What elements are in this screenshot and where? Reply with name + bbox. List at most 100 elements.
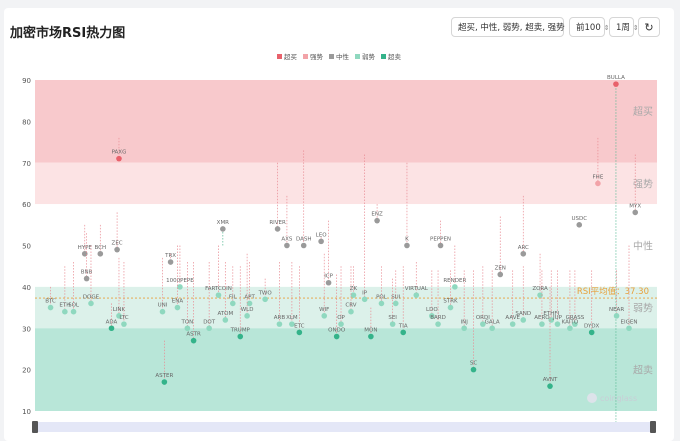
legend-swatch <box>355 54 360 59</box>
coin-label: LDO <box>426 307 438 313</box>
coin-dot <box>554 321 561 327</box>
legend-swatch <box>381 54 386 59</box>
coin-label: FARTCOIN <box>205 286 232 292</box>
coin-dot <box>470 366 477 373</box>
coin-label: ZEN <box>495 265 506 271</box>
coin-label: HYPE <box>78 245 93 251</box>
coin-dot <box>361 296 368 303</box>
coin-label: INJ <box>461 319 469 325</box>
coin-label: MON <box>364 328 377 334</box>
coin-label: TON <box>180 319 193 325</box>
coin-dot <box>116 313 122 319</box>
coin-label: STRK <box>443 299 458 305</box>
coin-dot <box>461 325 467 332</box>
coin-dot <box>116 155 122 162</box>
coin-dot <box>244 313 250 319</box>
legend-label: 强势 <box>310 52 324 61</box>
coin-label: ETHFI <box>543 311 559 317</box>
coin-label: SC <box>470 361 477 367</box>
zone-band <box>35 204 657 287</box>
coin-label: SOL <box>68 303 80 309</box>
coin-dot <box>588 329 595 336</box>
coin-label: FHE <box>593 174 604 180</box>
zone-band <box>35 162 657 205</box>
interval-select-label: 1周 <box>616 23 630 33</box>
coin-dot <box>321 313 328 319</box>
coin-dot <box>184 325 191 332</box>
coin-dot <box>537 292 543 298</box>
coin-label: ASTR <box>186 332 201 338</box>
coin-dot <box>222 317 229 323</box>
coin-label: LINK <box>113 307 126 313</box>
coin-label: BNB <box>81 270 93 276</box>
coin-label: ATOM <box>217 311 233 317</box>
coin-label: DOT <box>203 319 216 325</box>
coin-dot <box>114 246 120 253</box>
filter-select-label: 超买, 中性, 弱势, 超卖, 强势 <box>458 23 565 33</box>
scrollbar-handle-left[interactable] <box>32 421 38 433</box>
y-tick-label: 80 <box>22 118 31 126</box>
coin-label: XLM <box>286 315 298 321</box>
coin-dot <box>161 379 168 385</box>
coin-label: RIVER <box>269 220 286 226</box>
coin-label: KAITO <box>562 319 579 325</box>
coin-label: ASTER <box>155 373 173 379</box>
refresh-icon: ↻ <box>644 21 654 34</box>
coin-dot <box>368 333 374 340</box>
coin-label: DASH <box>296 237 312 243</box>
coin-label: ORDI <box>476 315 490 321</box>
coin-dot <box>429 313 435 319</box>
top-select[interactable]: 前100 ⇕ <box>569 17 610 37</box>
top-select-label: 前100 <box>576 23 601 33</box>
coin-label: EIGEN <box>621 319 638 325</box>
coin-dot <box>246 300 253 307</box>
coin-dot <box>333 333 340 340</box>
coin-label: LTC <box>119 315 128 321</box>
coin-label: AAVE <box>505 315 520 321</box>
coin-dot <box>404 242 410 249</box>
coin-dot <box>378 300 385 307</box>
coin-dot <box>389 321 396 327</box>
coin-dot <box>174 304 181 311</box>
coin-label: DOGE <box>83 294 100 300</box>
coin-label: PAXG <box>112 150 127 156</box>
coin-dot <box>595 180 601 187</box>
coin-dot <box>413 292 420 298</box>
coin-dot <box>374 217 380 224</box>
coin-dot <box>300 242 307 249</box>
coin-label: AERO <box>534 315 550 321</box>
coin-dot <box>237 333 244 340</box>
coin-dot <box>108 325 115 332</box>
y-tick-label: 20 <box>22 367 31 375</box>
coin-label: TRUMP <box>230 328 251 334</box>
coin-dot <box>497 271 504 278</box>
coin-dot <box>509 321 516 327</box>
coin-label: UNI <box>158 303 168 309</box>
coin-dot <box>229 300 236 307</box>
coin-dot <box>97 250 104 257</box>
coin-dot <box>159 308 166 315</box>
coin-label: SEI <box>388 315 397 321</box>
coin-dot <box>47 304 54 311</box>
legend-swatch <box>277 54 282 59</box>
coin-dot <box>62 308 68 315</box>
coin-dot <box>400 329 407 336</box>
coin-dot <box>83 275 90 282</box>
coin-label: PEPPEN <box>430 237 451 243</box>
legend-swatch <box>303 54 308 59</box>
scrollbar-handle-right[interactable] <box>650 421 656 433</box>
coin-label: SAND <box>515 311 531 317</box>
coin-label: ETC <box>294 323 305 329</box>
watermark-text: coinglass <box>600 394 637 403</box>
legend-label: 超买 <box>284 52 298 61</box>
chevron-icon: ⇕ <box>632 24 639 32</box>
coin-dot <box>350 292 357 298</box>
refresh-button[interactable]: ↻ <box>638 17 660 37</box>
coin-label: LEO <box>316 232 328 238</box>
interval-select[interactable]: 1周 ⇕ <box>609 17 639 37</box>
coin-label: ZK <box>350 286 358 292</box>
coin-dot <box>435 321 441 327</box>
coin-label: USDC <box>571 216 587 222</box>
legend-label: 中性 <box>336 52 350 61</box>
coin-label: GRASS <box>566 315 585 321</box>
